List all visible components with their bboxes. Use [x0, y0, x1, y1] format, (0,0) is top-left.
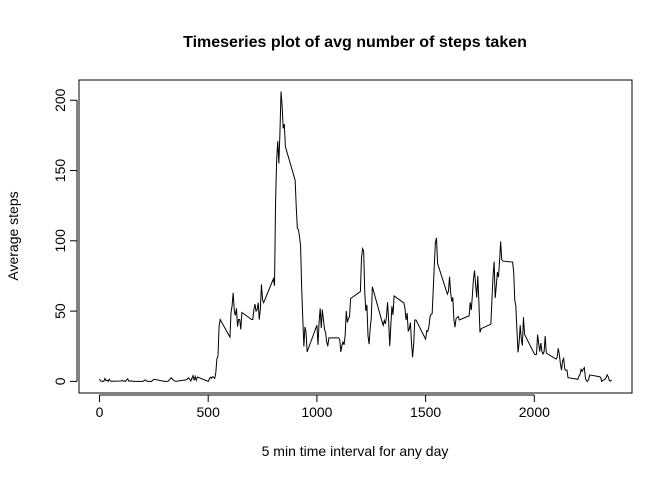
x-tick-label: 0 [96, 404, 104, 420]
x-axis-label: 5 min time interval for any day [262, 443, 449, 459]
plot-box [78, 79, 633, 394]
y-tick-label: 0 [52, 377, 68, 385]
x-tick-label: 500 [197, 404, 221, 420]
series-line [99, 91, 612, 383]
y-tick-label: 100 [52, 229, 68, 253]
chart-title: Timeseries plot of avg number of steps t… [183, 34, 527, 51]
y-axis-label: Average steps [5, 191, 21, 280]
y-tick-label: 150 [52, 159, 68, 183]
x-tick-label: 1000 [301, 404, 332, 420]
y-tick-label: 200 [52, 88, 68, 112]
y-tick-label: 50 [52, 303, 68, 319]
x-tick-label: 1500 [410, 404, 441, 420]
x-tick-label: 2000 [519, 404, 550, 420]
